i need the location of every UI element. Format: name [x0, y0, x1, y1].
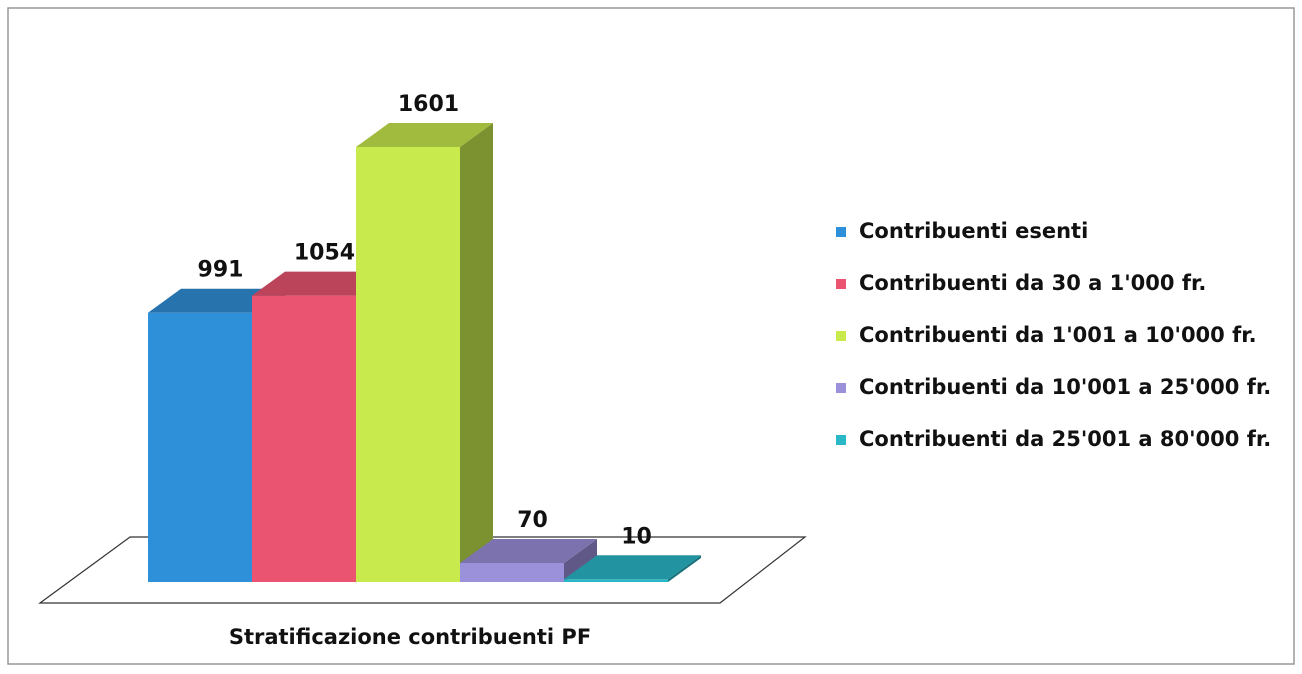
bar-top: [252, 271, 389, 296]
legend-label: Contribuenti esenti: [859, 219, 1088, 243]
bar-front: [252, 295, 356, 582]
bar-side: [564, 538, 597, 582]
legend-swatch: [836, 435, 846, 445]
legend-label: Contribuenti da 1'001 a 10'000 fr.: [859, 323, 1257, 347]
legend-label: Contribuenti da 10'001 a 25'000 fr.: [859, 375, 1271, 399]
legend-swatch: [836, 383, 846, 393]
bar-front: [356, 147, 460, 582]
bar-top: [564, 555, 701, 580]
bar-front: [460, 562, 564, 582]
legend-label: Contribuenti da 25'001 a 80'000 fr.: [859, 427, 1271, 451]
value-label: 10: [621, 524, 652, 549]
bar: [460, 538, 597, 582]
legend-swatch: [836, 331, 846, 341]
legend-swatch: [836, 279, 846, 289]
bar: [356, 123, 493, 582]
legend-swatch: [836, 227, 846, 237]
value-label: 991: [198, 258, 244, 283]
value-label: 1601: [398, 92, 459, 117]
bar-side: [460, 123, 493, 582]
legend-label: Contribuenti da 30 a 1'000 fr.: [859, 271, 1206, 295]
bar-side: [668, 555, 701, 582]
bar-top: [356, 123, 493, 147]
category-label: Stratificazione contribuenti PF: [229, 625, 591, 649]
bar-top: [148, 288, 285, 313]
bar-front: [148, 312, 252, 582]
bar: [564, 555, 701, 582]
value-label: 70: [517, 508, 548, 533]
bar-front: [564, 579, 668, 582]
bar-top: [460, 538, 597, 563]
value-label: 1054: [294, 241, 355, 266]
